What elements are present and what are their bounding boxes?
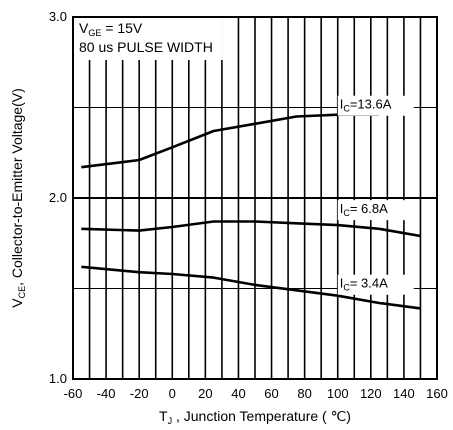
curve-label: IC= 3.4A: [340, 276, 388, 293]
series-line-1: [81, 113, 380, 169]
x-tick-label: -20: [130, 386, 149, 401]
x-tick-label: -40: [97, 386, 116, 401]
curve-label-background: [337, 274, 414, 295]
series-line-2: [81, 220, 421, 238]
curve-label-subscript: C: [343, 104, 350, 114]
curve-label-subscript: C: [343, 283, 350, 293]
x-tick-label: -60: [64, 386, 83, 401]
x-tick-label: 0: [169, 386, 176, 401]
x-tick-label: 140: [393, 386, 415, 401]
curve-label-symbol: I: [340, 97, 344, 112]
y-axis-label: VCE, Collector-to-Emitter Voltage(V): [9, 88, 27, 307]
x-label-text: , Junction Temperature ( ℃): [172, 408, 351, 424]
vge-symbol: V: [79, 20, 89, 36]
conditions-box: [74, 18, 223, 60]
y-label-text: , Collector-to-Emitter Voltage(V): [9, 88, 25, 286]
plot-area: [81, 113, 421, 310]
x-tick-label: 80: [297, 386, 311, 401]
y-label-subscript: CE: [17, 286, 27, 299]
conditions-line-1: VGE = 15V: [79, 20, 143, 38]
series-line-3: [81, 265, 421, 310]
x-tick-label: 160: [426, 386, 448, 401]
curve-label-background: [337, 95, 414, 116]
plot-frame: [72, 16, 438, 380]
curve-label: IC=13.6A: [340, 97, 392, 114]
curve-label-background: [337, 200, 414, 221]
x-tick-label: 100: [327, 386, 349, 401]
y-tick-label: 1.0: [49, 371, 67, 386]
curve-label-subscript: C: [343, 208, 350, 218]
curve-label-value: = 6.8A: [350, 201, 388, 216]
y-label-symbol: V: [9, 298, 25, 308]
x-tick-label: 60: [264, 386, 278, 401]
curve-label: IC= 6.8A: [340, 201, 388, 218]
x-tick-label: 120: [360, 386, 382, 401]
curve-label-symbol: I: [340, 201, 344, 216]
curve-label-value: = 3.4A: [350, 276, 388, 291]
y-tick-label: 2.0: [49, 190, 67, 205]
x-tick-label: 40: [231, 386, 245, 401]
curve-label-value: =13.6A: [350, 97, 392, 112]
curve-label-symbol: I: [340, 276, 344, 291]
vge-subscript: GE: [88, 28, 101, 38]
conditions-line-2: 80 us PULSE WIDTH: [79, 39, 213, 55]
x-label-subscript: J: [168, 416, 173, 426]
x-label-symbol: T: [159, 408, 168, 424]
y-tick-label: 3.0: [49, 9, 67, 24]
x-tick-label: 20: [198, 386, 212, 401]
x-axis-label: TJ , Junction Temperature ( ℃): [159, 408, 351, 426]
tick-labels: -60 -40 -20 0 20 40 60 80 100 120 140 160 1.0 2.0 3.0: [49, 9, 448, 401]
vge-value: = 15V: [101, 20, 143, 36]
grid: [73, 17, 437, 379]
